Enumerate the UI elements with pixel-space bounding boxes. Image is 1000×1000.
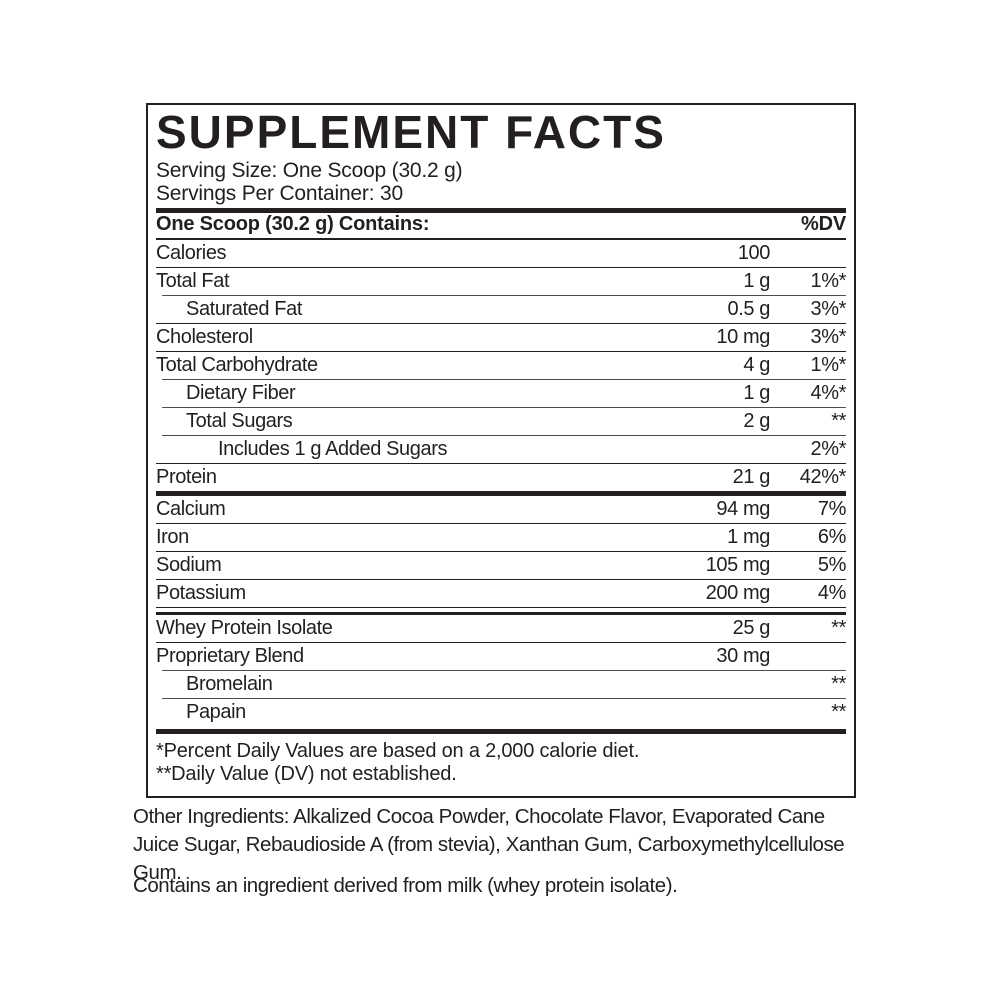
nutrient-name: Bromelain — [186, 672, 273, 695]
nutrient-name: Papain — [186, 700, 246, 723]
nutrient-name: Proprietary Blend — [156, 644, 304, 667]
nutrient-row: Calcium 94 mg 7% — [156, 496, 846, 523]
nutrient-dv: 3%* — [810, 298, 847, 320]
nutrient-dv: 6% — [817, 526, 847, 548]
nutrient-dv: 1%* — [810, 354, 847, 376]
nutrient-name: Total Fat — [156, 270, 230, 292]
nutrient-amount: 4 g — [743, 354, 770, 376]
contains-column-label: One Scoop (30.2 g) Contains: — [156, 213, 430, 235]
allergen-statement-text: Contains an ingredient derived from milk… — [133, 874, 678, 897]
divider-thin — [156, 351, 846, 352]
nutrient-dv: 4%* — [810, 382, 847, 404]
divider-hair — [162, 435, 846, 436]
nutrient-row: Iron 1 mg 6% — [156, 524, 846, 551]
divider-thin — [156, 579, 846, 580]
nutrient-name: Protein — [156, 466, 217, 488]
nutrient-row: Proprietary Blend 30 mg — [156, 643, 846, 670]
nutrient-row: Calories 100 — [156, 240, 846, 267]
nutrient-row: Sodium 105 mg 5% — [156, 552, 846, 579]
nutrient-row: Dietary Fiber 1 g 4%* — [156, 380, 846, 407]
nutrient-amount: 0.5 g — [727, 298, 771, 320]
nutrient-name: Whey Protein Isolate — [156, 616, 333, 639]
nutrient-row: Total Carbohydrate 4 g 1%* — [156, 352, 846, 379]
nutrient-name: Total Sugars — [186, 410, 293, 432]
divider-thin — [156, 323, 846, 324]
nutrient-dv: 3%* — [810, 326, 847, 348]
nutrient-row: Protein 21 g 42%* — [156, 464, 846, 491]
footnote-dv-not-established: **Daily Value (DV) not established. — [156, 762, 457, 785]
nutrient-dv: 4% — [817, 582, 847, 604]
nutrient-amount: 94 mg — [716, 498, 770, 520]
nutrient-name: Potassium — [156, 582, 246, 604]
nutrient-name: Iron — [156, 526, 189, 548]
divider-hair — [162, 379, 846, 380]
nutrient-amount: 10 mg — [716, 326, 770, 348]
servings-per-container: Servings Per Container: 30 — [156, 182, 403, 205]
nutrient-name: Cholesterol — [156, 326, 253, 348]
nutrient-amount: 30 mg — [716, 644, 770, 667]
nutrient-amount: 21 g — [732, 466, 771, 488]
divider-thin — [156, 551, 846, 552]
nutrient-row: Includes 1 g Added Sugars 2%* — [156, 436, 846, 463]
nutrient-name: Calories — [156, 242, 227, 264]
nutrient-name: Includes 1 g Added Sugars — [218, 438, 448, 460]
divider-thin — [156, 641, 846, 643]
divider-thick — [156, 491, 846, 496]
nutrient-amount: 1 g — [743, 382, 770, 404]
nutrient-amount: 1 g — [743, 270, 770, 292]
divider-hair — [162, 669, 846, 671]
nutrient-name: Saturated Fat — [186, 298, 302, 320]
nutrient-rows: Calories 100 Total Fat 1 g 1%* Saturated Fat 0… — [156, 240, 846, 726]
nutrient-amount: 2 g — [743, 410, 770, 432]
nutrient-amount: 25 g — [732, 616, 771, 639]
supplement-facts-panel: SUPPLEMENT FACTS Serving Size: One Scoop… — [146, 103, 856, 798]
divider-hair — [162, 697, 846, 699]
nutrient-name: Dietary Fiber — [186, 382, 296, 404]
serving-size: Serving Size: One Scoop (30.2 g) — [156, 159, 463, 182]
nutrient-dv: 42%* — [799, 466, 847, 488]
nutrient-row: Whey Protein Isolate 25 g ** — [156, 615, 846, 642]
divider-thin — [156, 267, 846, 268]
nutrient-name: Sodium — [156, 554, 222, 576]
nutrient-dv: 1%* — [810, 270, 847, 292]
nutrient-row: Cholesterol 10 mg 3%* — [156, 324, 846, 351]
nutrient-dv: ** — [831, 700, 846, 723]
divider-hair — [162, 295, 846, 296]
nutrient-row: Saturated Fat 0.5 g 3%* — [156, 296, 846, 323]
divider-double — [156, 607, 846, 615]
nutrient-row: Potassium 200 mg 4% — [156, 580, 846, 607]
nutrient-dv: ** — [831, 410, 846, 432]
nutrient-amount: 105 mg — [705, 554, 771, 576]
nutrient-dv: 7% — [817, 498, 847, 520]
footnotes: *Percent Daily Values are based on a 2,0… — [156, 734, 846, 790]
divider-thin — [156, 523, 846, 524]
divider-hair — [162, 407, 846, 408]
nutrient-dv: 2%* — [810, 438, 847, 460]
footnote-percent-dv: *Percent Daily Values are based on a 2,0… — [156, 739, 640, 762]
nutrient-dv: 5% — [817, 554, 847, 576]
nutrient-name: Calcium — [156, 498, 226, 520]
nutrient-dv: ** — [831, 616, 846, 639]
dv-column-label: %DV — [801, 213, 846, 235]
nutrient-dv: ** — [831, 672, 846, 695]
divider-thick-bottom — [156, 728, 846, 734]
panel-title: SUPPLEMENT FACTS — [156, 106, 666, 158]
column-header-row: One Scoop (30.2 g) Contains: %DV — [156, 213, 846, 240]
nutrient-row: Papain ** — [156, 699, 846, 726]
nutrient-name: Total Carbohydrate — [156, 354, 318, 376]
nutrient-amount: 200 mg — [705, 582, 771, 604]
nutrient-row: Bromelain ** — [156, 671, 846, 698]
nutrient-row: Total Fat 1 g 1%* — [156, 268, 846, 295]
nutrient-amount: 1 mg — [727, 526, 770, 548]
nutrient-row: Total Sugars 2 g ** — [156, 408, 846, 435]
nutrient-amount: 100 — [737, 242, 771, 264]
other-ingredients-text: Other Ingredients: Alkalized Cocoa Powde… — [133, 805, 845, 884]
divider-thick-top — [156, 208, 846, 213]
divider-thin — [156, 463, 846, 464]
